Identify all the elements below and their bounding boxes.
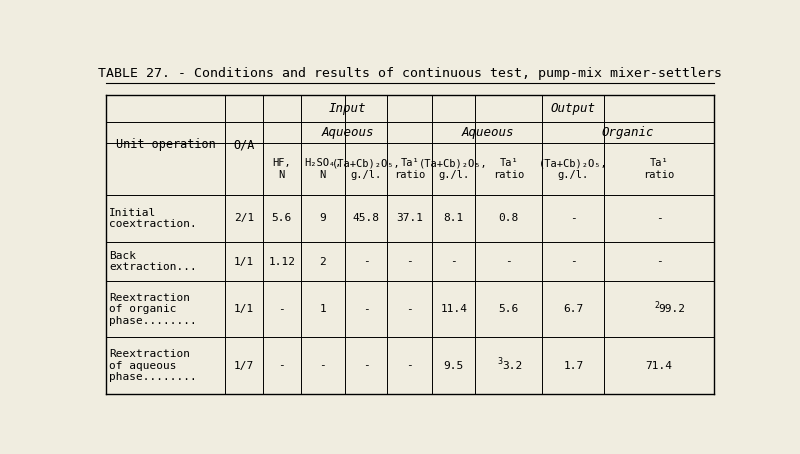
Text: 45.8: 45.8: [353, 213, 379, 223]
Text: 1.7: 1.7: [563, 360, 583, 370]
Text: -: -: [362, 304, 370, 314]
Text: 1/1: 1/1: [234, 304, 254, 314]
Text: (Ta+Cb)₂O₅,
g./l.: (Ta+Cb)₂O₅, g./l.: [419, 158, 488, 180]
Text: -: -: [406, 360, 413, 370]
Text: 2: 2: [654, 301, 659, 310]
Text: -: -: [278, 360, 285, 370]
Text: Input: Input: [329, 102, 366, 115]
Text: Initial
coextraction.: Initial coextraction.: [110, 207, 197, 229]
Text: -: -: [319, 360, 326, 370]
Text: (Ta+Cb)₂O₅,
g./l.: (Ta+Cb)₂O₅, g./l.: [539, 158, 608, 180]
Text: 3.2: 3.2: [502, 360, 522, 370]
Text: Reextraction
of organic
phase........: Reextraction of organic phase........: [110, 293, 197, 326]
Text: 2: 2: [319, 257, 326, 266]
Text: 1/1: 1/1: [234, 257, 254, 266]
Text: -: -: [450, 257, 457, 266]
Text: 6.7: 6.7: [563, 304, 583, 314]
Text: H₂SO₄,
N: H₂SO₄, N: [304, 158, 342, 180]
Text: Unit operation: Unit operation: [115, 138, 215, 151]
Text: Reextraction
of aqueous
phase........: Reextraction of aqueous phase........: [110, 349, 197, 382]
Text: 9.5: 9.5: [444, 360, 464, 370]
Text: 71.4: 71.4: [646, 360, 673, 370]
Text: 1.12: 1.12: [268, 257, 295, 266]
Text: -: -: [278, 304, 285, 314]
Text: HF,
N: HF, N: [273, 158, 291, 180]
Text: 37.1: 37.1: [396, 213, 423, 223]
Text: 1: 1: [319, 304, 326, 314]
Text: 1/7: 1/7: [234, 360, 254, 370]
Text: 8.1: 8.1: [444, 213, 464, 223]
Text: -: -: [506, 257, 512, 266]
Text: -: -: [570, 213, 577, 223]
Text: 5.6: 5.6: [272, 213, 292, 223]
Text: 0.8: 0.8: [498, 213, 519, 223]
Text: 9: 9: [319, 213, 326, 223]
Text: 5.6: 5.6: [498, 304, 519, 314]
Text: 3: 3: [498, 357, 502, 366]
Text: TABLE 27. - Conditions and results of continuous test, pump-mix mixer-settlers: TABLE 27. - Conditions and results of co…: [98, 67, 722, 80]
Text: Ta¹
ratio: Ta¹ ratio: [643, 158, 674, 180]
Text: -: -: [362, 257, 370, 266]
Text: Back
extraction...: Back extraction...: [110, 251, 197, 272]
Text: -: -: [656, 213, 662, 223]
Text: -: -: [406, 257, 413, 266]
Text: Aqueous: Aqueous: [462, 126, 514, 139]
Text: -: -: [406, 304, 413, 314]
Text: 2/1: 2/1: [234, 213, 254, 223]
Text: Aqueous: Aqueous: [322, 126, 374, 139]
Text: Ta¹
ratio: Ta¹ ratio: [493, 158, 524, 180]
Text: -: -: [362, 360, 370, 370]
Text: 99.2: 99.2: [658, 304, 685, 314]
Text: 11.4: 11.4: [440, 304, 467, 314]
Text: Ta¹
ratio: Ta¹ ratio: [394, 158, 426, 180]
Text: O/A: O/A: [233, 138, 254, 151]
Text: Output: Output: [550, 102, 596, 115]
Text: (Ta+Cb)₂O₅,
g./l.: (Ta+Cb)₂O₅, g./l.: [331, 158, 400, 180]
Text: -: -: [656, 257, 662, 266]
Text: -: -: [570, 257, 577, 266]
Text: Organic: Organic: [602, 126, 654, 139]
